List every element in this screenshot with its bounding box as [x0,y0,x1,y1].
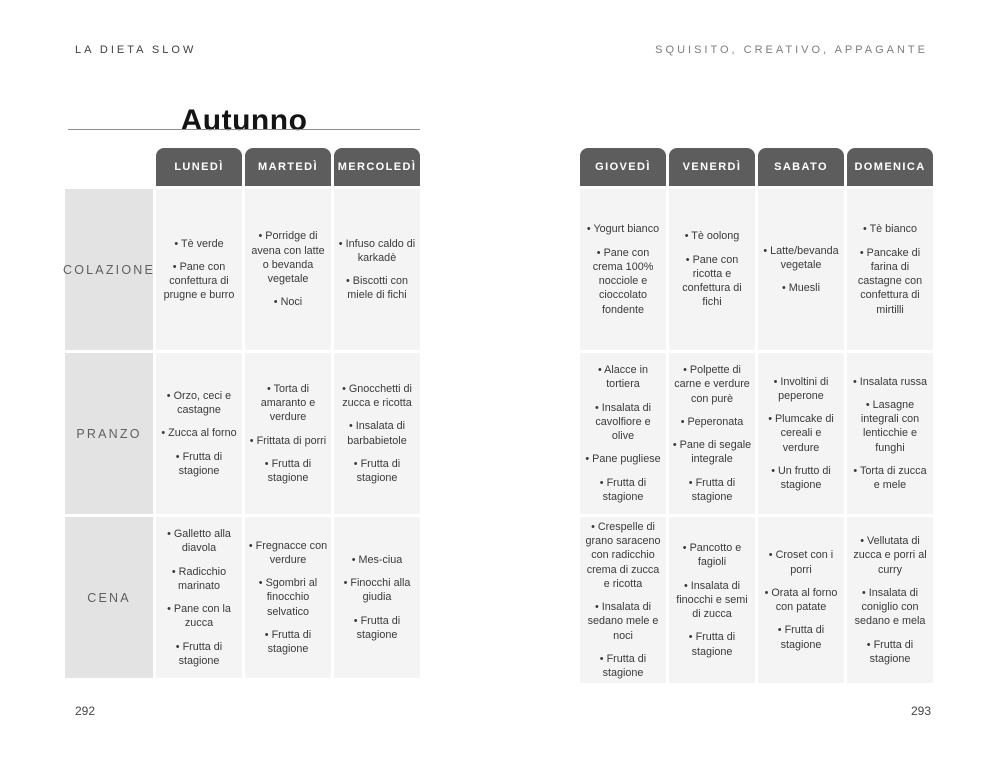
meal-item: • Tè verde [174,237,224,250]
meal-cell: • Croset con i porri • Orata al forno con… [758,517,844,683]
meal-item: • Pane con confettura di prugne e burro [163,260,235,302]
meal-cell: • Tè bianco • Pancake di farina di castag… [847,189,933,350]
day-header: MERCOLEDÌ [334,148,420,186]
meal-item: • Pancotto e fagioli [682,542,742,569]
meal-item: • Frutta di stagione [175,640,223,667]
meal-item: • Crespelle di grano saraceno con radicc… [585,520,661,590]
day-header: GIOVEDÌ [580,148,666,186]
meal-item: • Pane con crema 100% nocciole e cioccol… [592,246,654,316]
page-number-left: 292 [75,704,96,718]
meal-cell: • Gnocchetti di zucca e ricotta • Insalat… [334,353,420,514]
meal-item: • Porridge di avena con latte o bevanda … [251,230,325,286]
meal-cell: • Fregnacce con verdure • Sgombri al fino… [245,517,331,678]
meal-cell: • Latte/bevanda vegetale • Muesli [758,189,844,350]
meal-item: • Biscotti con miele di fichi [346,275,408,302]
meal-item: • Yogurt bianco [586,223,660,236]
meal-item: • Tè oolong [684,230,740,243]
meal-item: • Infuso caldo di karkadè [338,237,416,264]
meal-item: • Tè bianco [862,223,917,236]
meal-item: • Pane con la zucca [167,603,231,630]
meal-item: • Pane pugliese [585,453,661,466]
meal-item: • Vellutata di zucca e porri al curry [853,535,927,576]
meal-cell: • Porridge di avena con latte o bevanda … [245,189,331,350]
meal-cell: • Torta di amaranto e verdure • Frittata … [245,353,331,514]
meal-item: • Pane di segale integrale [672,439,752,466]
meal-item: • Latte/bevanda vegetale [763,244,839,271]
meal-item: • Peperonata [680,415,744,428]
row-label: PRANZO [65,353,153,514]
meal-cell: • Mes-ciua • Finocchi alla giudia • Frutta… [334,517,420,678]
meal-item: • Frutta di stagione [264,628,312,656]
meal-item: • Un frutto di stagione [771,464,831,492]
meal-cell: • Polpette di carne e verdure con purè • … [669,353,755,514]
meal-table-right: GIOVEDÌ VENERDÌ SABATO DOMENICA • Yogurt bia… [580,148,933,683]
title-divider [68,129,420,130]
running-head-right: SQUISITO, CREATIVO, APPAGANTE [655,44,928,56]
meal-item: • Frutta di stagione [175,450,223,477]
meal-item: • Alacce in tortiera [598,364,648,391]
meal-item: • Pane con ricotta e confettura di fichi [682,253,742,309]
meal-item: • Frutta di stagione [777,624,825,651]
meal-cell: • Vellutata di zucca e porri al curry • I… [847,517,933,683]
meal-item: • Insalata di cavolfiore e olive [595,401,651,443]
meal-item: • Orata al forno con patate [764,586,838,613]
meal-item: • Insalata di coniglio con sedano e mela [854,586,926,628]
meal-cell: • Tè oolong • Pane con ricotta e confettu… [669,189,755,350]
meal-item: • Insalata di sedano mele e noci [587,601,659,642]
meal-item: • Orzo, ceci e castagne [166,389,232,417]
meal-item: • Insalata russa [853,375,927,388]
meal-cell: • Crespelle di grano saraceno con radicc… [580,517,666,683]
day-header: MARTEDÌ [245,148,331,186]
day-header: VENERDÌ [669,148,755,186]
meal-item: • Galletto alla diavola [167,528,231,555]
meal-item: • Fregnacce con verdure [248,539,328,566]
meal-cell: • Infuso caldo di karkadè • Biscotti con … [334,189,420,350]
meal-cell: • Involtini di peperone • Plumcake di cer… [758,353,844,514]
meal-item: • Frutta di stagione [599,652,647,679]
meal-item: • Insalata di finocchi e semi di zucca [676,579,748,621]
meal-item: • Radicchio marinato [171,565,227,592]
page-title: Autunno [180,104,308,138]
meal-item: • Insalata di barbabietole [347,420,407,447]
meal-cell: • Galletto alla diavola • Radicchio marin… [156,517,242,678]
meal-cell: • Pancotto e fagioli • Insalata di finocc… [669,517,755,683]
meal-item: • Sgombri al finocchio selvatico [258,577,318,618]
meal-cell: • Insalata russa • Lasagne integrali con … [847,353,933,514]
running-head-left: LA DIETA SLOW [75,44,197,56]
meal-item: • Frutta di stagione [688,631,736,658]
meal-item: • Frutta di stagione [866,638,914,665]
meal-item: • Noci [273,296,303,309]
meal-item: • Frittata di porri [249,434,327,447]
day-header: SABATO [758,148,844,186]
meal-table-left: LUNEDÌ MARTEDÌ MERCOLEDÌ COLAZIONE • Tè verd… [63,148,420,678]
meal-item: • Plumcake di cereali e verdure [768,413,834,454]
meal-item: • Pancake di farina di castagne con conf… [857,246,923,316]
meal-item: • Frutta di stagione [353,614,401,641]
meal-item: • Croset con i porri [768,549,834,576]
page-number-right: 293 [910,704,931,718]
row-label: CENA [65,517,153,678]
meal-item: • Involtini di peperone [773,375,829,402]
day-header: LUNEDÌ [156,148,242,186]
meal-cell: • Yogurt bianco • Pane con crema 100% noc… [580,189,666,350]
meal-item: • Frutta di stagione [688,476,736,503]
meal-item: • Lasagne integrali con lenticchie e fun… [860,398,920,454]
meal-item: • Finocchi alla giudia [343,577,411,604]
meal-cell: • Tè verde • Pane con confettura di prugn… [156,189,242,350]
row-label: COLAZIONE [63,189,153,350]
meal-item: • Polpette di carne e verdure con purè [674,364,750,405]
meal-item: • Muesli [782,282,820,295]
meal-item: • Mes-ciua [351,553,403,566]
meal-item: • Frutta di stagione [353,457,401,484]
table-corner [65,148,153,186]
meal-item: • Zucca al forno [161,427,237,440]
meal-item: • Frutta di stagione [599,476,647,503]
meal-cell: • Orzo, ceci e castagne • Zucca al forno •… [156,353,242,514]
meal-item: • Gnocchetti di zucca e ricotta [342,382,412,409]
day-header: DOMENICA [847,148,933,186]
meal-item: • Frutta di stagione [264,457,312,484]
meal-item: • Torta di amaranto e verdure [260,382,316,424]
meal-item: • Torta di zucca e mele [853,464,927,492]
meal-cell: • Alacce in tortiera • Insalata di cavolf… [580,353,666,514]
